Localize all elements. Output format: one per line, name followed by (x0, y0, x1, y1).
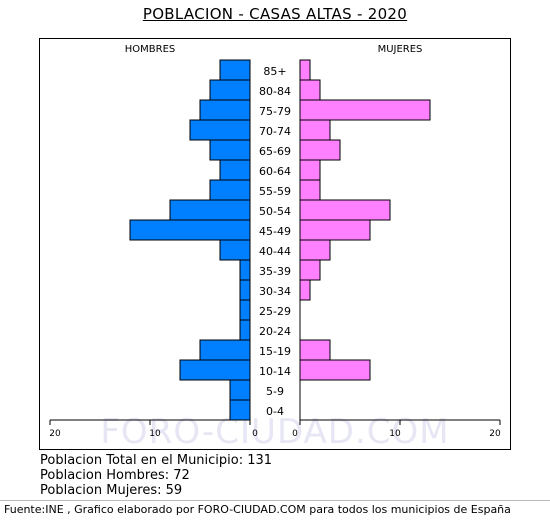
source-footer: Fuente:INE , Grafico elaborado por FORO-… (0, 500, 550, 520)
bar-hombres-45-49 (129, 219, 251, 241)
bar-mujeres-40-44 (299, 239, 331, 261)
bar-mujeres-70-74 (299, 119, 331, 141)
age-label-80-84: 80-84 (259, 85, 291, 98)
watermark: FORO-CIUDAD.COM (100, 412, 450, 452)
right-tick-label-0: 0 (292, 429, 298, 439)
bar-mujeres-10-14 (299, 359, 371, 381)
bar-hombres-5-9 (229, 379, 251, 401)
age-label-35-39: 35-39 (259, 265, 291, 278)
bar-hombres-50-54 (169, 199, 251, 221)
age-label-60-64: 60-64 (259, 165, 291, 178)
bar-mujeres-65-69 (299, 139, 341, 161)
bar-hombres-85+ (219, 59, 251, 81)
age-label-15-19: 15-19 (259, 345, 291, 358)
age-label-10-14: 10-14 (259, 365, 291, 378)
age-label-85+: 85+ (263, 65, 286, 78)
male-population: Poblacion Hombres: 72 (40, 468, 190, 483)
bar-hombres-65-69 (209, 139, 251, 161)
right-tick-label-20: 20 (489, 429, 501, 439)
bar-mujeres-15-19 (299, 339, 331, 361)
bar-hombres-20-24 (239, 319, 251, 341)
age-label-45-49: 45-49 (259, 225, 291, 238)
left-tick-label-20: 20 (49, 429, 61, 439)
bar-mujeres-85+ (299, 59, 311, 81)
population-stats: Poblacion Total en el Municipio: 131 Pob… (40, 453, 272, 498)
age-label-55-59: 55-59 (259, 185, 291, 198)
hombres-header: HOMBRES (125, 44, 176, 55)
bar-mujeres-60-64 (299, 159, 321, 181)
chart-frame (39, 38, 511, 450)
age-label-75-79: 75-79 (259, 105, 291, 118)
age-label-0-4: 0-4 (266, 405, 284, 418)
bar-mujeres-30-34 (299, 279, 311, 301)
age-label-65-69: 65-69 (259, 145, 291, 158)
bar-hombres-75-79 (199, 99, 251, 121)
left-tick-label-10: 10 (149, 429, 161, 439)
bar-hombres-0-4 (229, 399, 251, 421)
bar-hombres-35-39 (239, 259, 251, 281)
bar-mujeres-55-59 (299, 179, 321, 201)
total-population: Poblacion Total en el Municipio: 131 (40, 453, 273, 468)
bar-hombres-80-84 (209, 79, 251, 101)
bar-hombres-70-74 (189, 119, 251, 141)
bar-mujeres-80-84 (299, 79, 321, 101)
age-label-50-54: 50-54 (259, 205, 291, 218)
bar-hombres-25-29 (239, 299, 251, 321)
left-tick-label-0: 0 (252, 429, 258, 439)
bar-hombres-40-44 (219, 239, 251, 261)
bar-mujeres-45-49 (299, 219, 371, 241)
age-label-20-24: 20-24 (259, 325, 291, 338)
mujeres-header: MUJERES (378, 44, 423, 55)
age-label-30-34: 30-34 (259, 285, 291, 298)
bar-hombres-10-14 (179, 359, 251, 381)
bar-mujeres-50-54 (299, 199, 391, 221)
age-label-70-74: 70-74 (259, 125, 291, 138)
female-population: Poblacion Mujeres: 59 (40, 483, 183, 498)
age-label-25-29: 25-29 (259, 305, 291, 318)
age-label-40-44: 40-44 (259, 245, 291, 258)
bar-hombres-60-64 (219, 159, 251, 181)
age-label-5-9: 5-9 (266, 385, 284, 398)
chart-title: POBLACION - CASAS ALTAS - 2020 (142, 5, 408, 23)
bar-hombres-30-34 (239, 279, 251, 301)
right-tick-label-10: 10 (389, 429, 401, 439)
bar-hombres-55-59 (209, 179, 251, 201)
bar-mujeres-35-39 (299, 259, 321, 281)
bar-hombres-15-19 (199, 339, 251, 361)
bar-mujeres-75-79 (299, 99, 431, 121)
